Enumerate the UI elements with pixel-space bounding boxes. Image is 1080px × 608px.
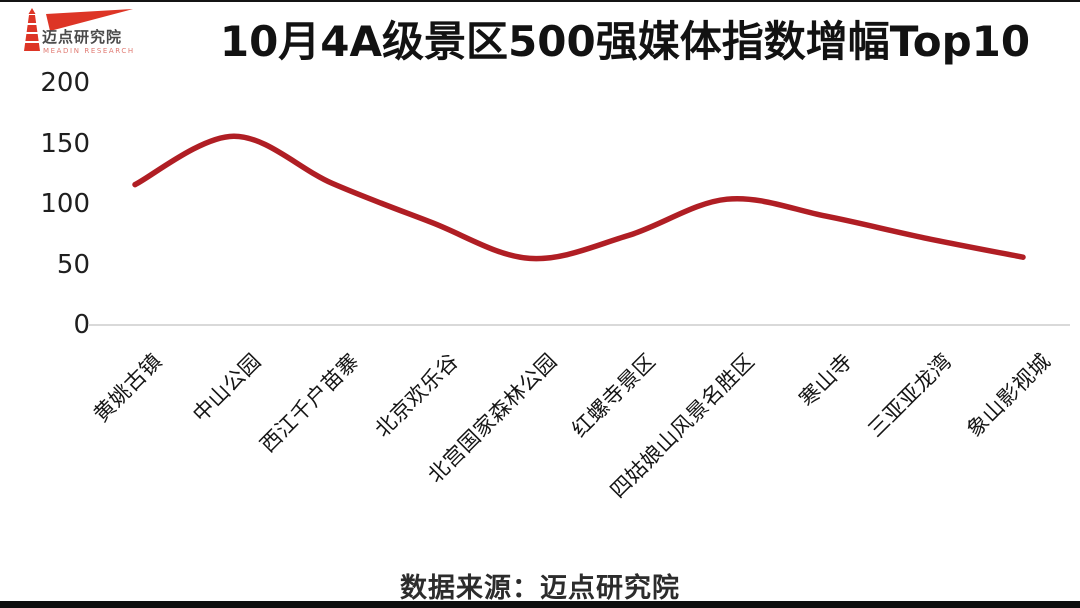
y-tick-label: 150 [40,128,90,159]
y-tick-label: 0 [73,310,90,340]
data-source-note: 数据来源：迈点研究院 [400,573,680,604]
top-border [0,0,1080,2]
bottom-bar [0,601,1080,608]
logo-name: 迈点研究院 [42,28,123,46]
publisher-logo: 迈点研究院 MEADIN RESEARCH [12,6,144,64]
lighthouse-flag-icon [24,8,133,51]
y-tick-label: 100 [40,189,90,219]
y-tick-label: 200 [40,68,90,98]
logo-tagline: MEADIN RESEARCH [43,47,135,55]
y-tick-label: 50 [56,249,90,280]
media-index-series-line [132,133,1026,262]
chart-title: 10月4A级景区500强媒体指数增幅Top10 [219,17,1031,66]
